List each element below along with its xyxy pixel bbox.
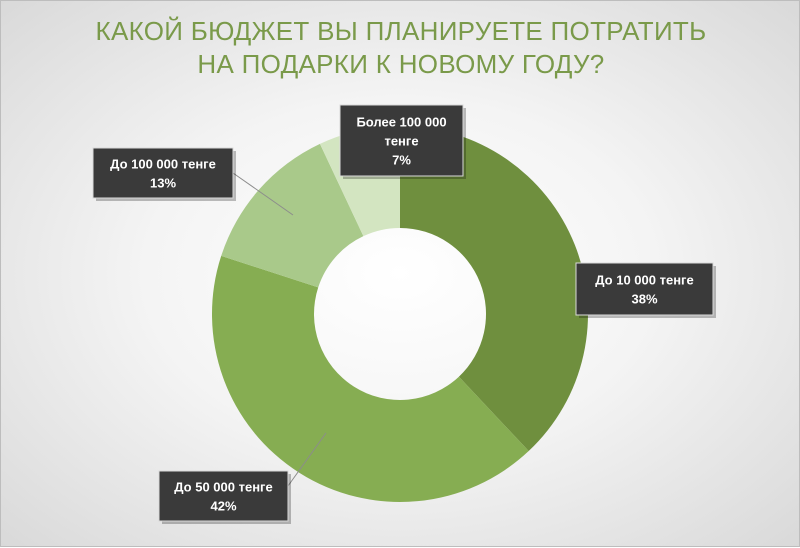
data-label-box (92, 147, 234, 199)
data-label-category: До 100 000 тенге (110, 157, 216, 172)
data-label-до-100-000-тенге: До 100 000 тенге 13% (92, 147, 236, 201)
slice-до-50-000-тенге (211, 255, 529, 503)
data-label-более-100-000-тенге: Более 100 000 тенге 7% (339, 104, 466, 179)
data-label-до-10-000-тенге: До 10 000 тенге 38% (575, 262, 716, 318)
data-label-value: 42% (210, 499, 236, 514)
data-label-category: Более 100 000 (356, 115, 446, 130)
chart-title-line-2: НА ПОДАРКИ К НОВОМУ ГОДУ? (197, 49, 605, 79)
data-label-value: 38% (631, 292, 657, 307)
data-label-box (575, 262, 714, 316)
leader-line-до-100-000-тенге (232, 172, 294, 216)
leader-lines-group (232, 172, 327, 487)
chart-title-line-1: КАКОЙ БЮДЖЕТ ВЫ ПЛАНИРУЕТЕ ПОТРАТИТЬ (95, 16, 707, 46)
data-label-category: До 50 000 тенге (174, 480, 272, 495)
slice-до-100-000-тенге (221, 143, 364, 288)
chart-title: КАКОЙ БЮДЖЕТ ВЫ ПЛАНИРУЕТЕ ПОТРАТИТЬ НА … (1, 15, 800, 81)
data-label-value: 13% (150, 176, 176, 191)
data-label-category: До 10 000 тенге (595, 273, 693, 288)
data-label-value: 7% (392, 153, 411, 168)
data-label-box (339, 104, 464, 177)
data-label-category: тенге (384, 134, 418, 149)
data-label-до-50-000-тенге: До 50 000 тенге 42% (158, 470, 291, 524)
leader-line-до-50-000-тенге (287, 432, 327, 487)
slices-group (211, 126, 588, 503)
slice-до-10-000-тенге (400, 126, 588, 452)
data-labels-group: До 10 000 тенге 38% До 50 000 тенге 42% До 1… (92, 104, 716, 524)
data-label-box (158, 470, 289, 522)
